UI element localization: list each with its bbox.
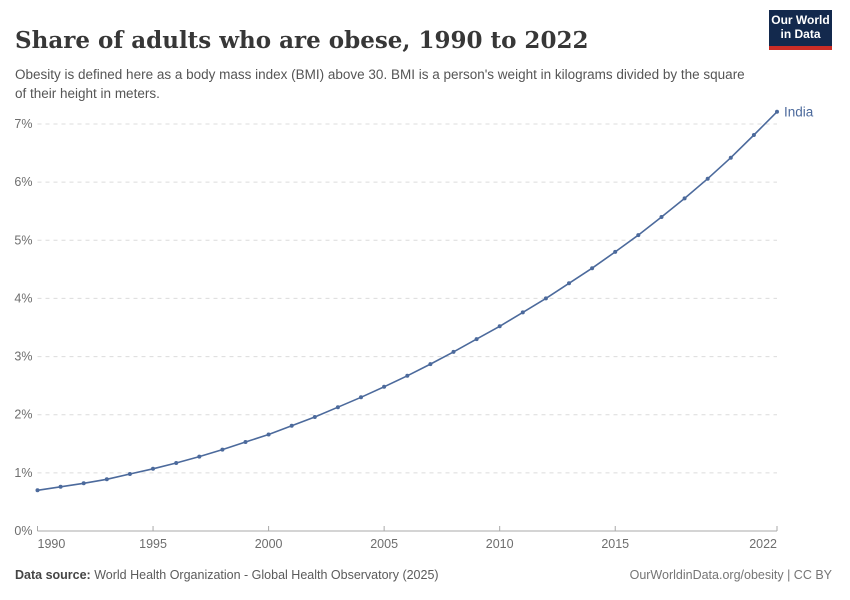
data-point[interactable]	[751, 133, 756, 137]
data-point[interactable]	[81, 481, 86, 486]
data-point[interactable]	[775, 109, 779, 114]
data-point[interactable]	[312, 415, 317, 419]
data-source-text: World Health Organization - Global Healt…	[90, 568, 439, 582]
data-point[interactable]	[58, 484, 63, 489]
data-point[interactable]	[590, 266, 595, 271]
data-point[interactable]	[359, 395, 363, 400]
page-title: Share of adults who are obese, 1990 to 2…	[15, 27, 589, 55]
x-axis-tick-label: 1995	[139, 537, 167, 551]
y-axis-tick-label: 6%	[14, 175, 32, 189]
data-point[interactable]	[451, 349, 456, 354]
x-axis-tick-label: 2000	[255, 537, 283, 551]
data-point[interactable]	[35, 488, 40, 493]
y-axis-tick-label: 7%	[14, 117, 32, 131]
data-point[interactable]	[197, 454, 202, 459]
x-axis-tick-label: 2010	[486, 537, 514, 551]
data-point[interactable]	[174, 461, 179, 465]
data-point[interactable]	[243, 440, 248, 444]
x-axis-tick-label: 2005	[370, 537, 398, 551]
data-point[interactable]	[659, 215, 664, 219]
series-line[interactable]	[37, 111, 778, 492]
data-point[interactable]	[220, 447, 225, 452]
y-axis-tick-label: 1%	[14, 466, 32, 480]
data-point[interactable]	[567, 281, 571, 286]
y-axis-tick-label: 0%	[14, 524, 32, 538]
license-link[interactable]: OurWorldinData.org/obesity | CC BY	[629, 568, 832, 582]
data-point[interactable]	[428, 362, 433, 367]
x-axis-tick-label: 2015	[601, 537, 629, 551]
y-axis-tick-label: 2%	[14, 408, 32, 422]
data-point[interactable]	[636, 233, 641, 238]
owid-logo-line1: Our World	[771, 13, 830, 28]
y-axis-tick-label: 5%	[14, 233, 32, 247]
y-axis-tick-label: 3%	[14, 350, 32, 364]
x-axis-tick-label: 2022	[749, 537, 777, 551]
data-point[interactable]	[682, 196, 687, 201]
data-point[interactable]	[151, 466, 155, 471]
data-point[interactable]	[613, 249, 618, 254]
data-point[interactable]	[543, 296, 548, 301]
data-point[interactable]	[382, 384, 387, 389]
data-point[interactable]	[127, 472, 132, 476]
chart-subtitle: Obesity is defined here as a body mass i…	[15, 66, 745, 101]
x-axis-tick-label: 1990	[38, 537, 66, 551]
data-point[interactable]	[335, 405, 340, 410]
chart-footer: Data source: World Health Organization -…	[15, 568, 832, 582]
data-point[interactable]	[104, 477, 109, 482]
series-end-label[interactable]: India	[784, 104, 814, 119]
data-point[interactable]	[497, 324, 502, 329]
data-point[interactable]	[474, 337, 479, 342]
data-point[interactable]	[266, 432, 271, 437]
data-point[interactable]	[705, 176, 710, 181]
data-point[interactable]	[405, 373, 410, 378]
data-point[interactable]	[289, 423, 294, 428]
owid-logo[interactable]: Our World in Data	[769, 10, 832, 50]
y-axis-tick-label: 4%	[14, 291, 32, 305]
data-point[interactable]	[728, 155, 733, 160]
data-point[interactable]	[520, 310, 525, 315]
data-source-label: Data source:	[15, 568, 91, 582]
data-source: Data source: World Health Organization -…	[15, 568, 439, 582]
owid-logo-line2: in Data	[780, 27, 821, 41]
